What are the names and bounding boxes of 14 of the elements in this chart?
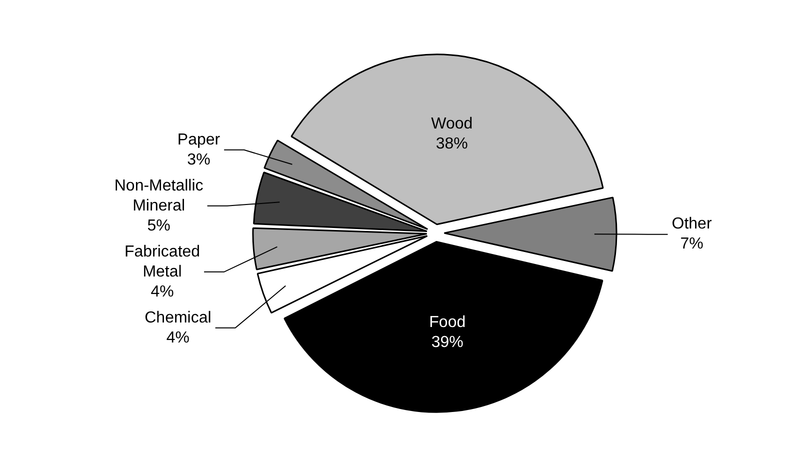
slice-label: Chemical — [144, 309, 212, 326]
data-label: 5% — [147, 217, 170, 234]
data-label: 39% — [431, 334, 464, 352]
slice-label: Food — [429, 314, 466, 332]
data-label: 3% — [187, 151, 210, 168]
data-label: 7% — [680, 236, 704, 253]
slice-label: Other — [672, 216, 712, 233]
data-label: 4% — [150, 283, 174, 300]
data-label: 4% — [166, 329, 190, 346]
slice-label: Non-Metallic Mineral — [114, 177, 204, 214]
slice-label: Wood — [431, 115, 473, 132]
data-label: 38% — [436, 135, 468, 152]
slice-label: Fabricated Metal — [124, 243, 200, 280]
slice-label: Paper — [177, 131, 221, 148]
